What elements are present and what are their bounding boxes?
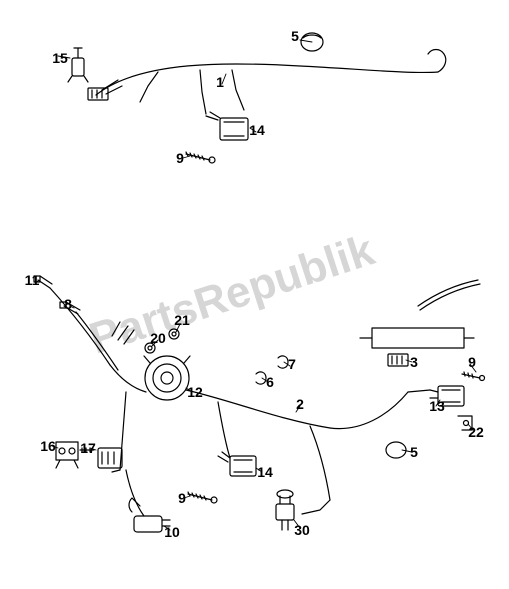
callout-label-21: 21 [174,312,190,328]
part-bracket-16 [56,442,78,468]
callout-label-22: 22 [468,424,484,440]
callout-label-30: 30 [294,522,310,538]
part-connector-3 [388,354,408,366]
part-switch-30 [276,490,294,530]
callout-label-13: 13 [429,398,445,414]
diagram-svg [0,0,509,589]
callout-label-9b: 9 [468,354,476,370]
part-screw-9-right [462,372,485,381]
callout-label-5: 5 [291,28,299,44]
part-relay-14-top [206,112,248,140]
callout-label-12: 12 [187,384,203,400]
part-switch-15 [68,48,88,82]
callout-label-15: 15 [52,50,68,66]
callout-label-5b: 5 [410,444,418,460]
part-bracket-rect [360,328,474,348]
callout-label-9c: 9 [178,490,186,506]
callout-label-9: 9 [176,150,184,166]
diagram-canvas: PartsRepublik [0,0,509,589]
callout-label-10: 10 [164,524,180,540]
part-screw-9-top [186,152,215,163]
callout-label-16: 16 [40,438,56,454]
part-nut-21 [169,329,179,339]
callout-label-14b: 14 [257,464,273,480]
part-screw-9-bot [188,492,217,503]
callout-label-11: 11 [25,272,40,288]
part-relay-14-bot [218,452,256,476]
part-connector-17 [98,448,122,468]
callout-label-2: 2 [296,396,304,412]
callout-label-7: 7 [288,356,296,372]
part-clip-7 [278,356,288,368]
callout-label-3: 3 [410,354,418,370]
callout-label-8: 8 [64,296,72,312]
callout-label-1: 1 [216,74,224,90]
callout-label-20: 20 [150,330,166,346]
callout-label-17: 17 [80,440,96,456]
callout-label-14: 14 [249,122,265,138]
part-clip-6 [256,372,266,384]
callout-label-6: 6 [266,374,274,390]
part-horn-12 [144,356,190,400]
